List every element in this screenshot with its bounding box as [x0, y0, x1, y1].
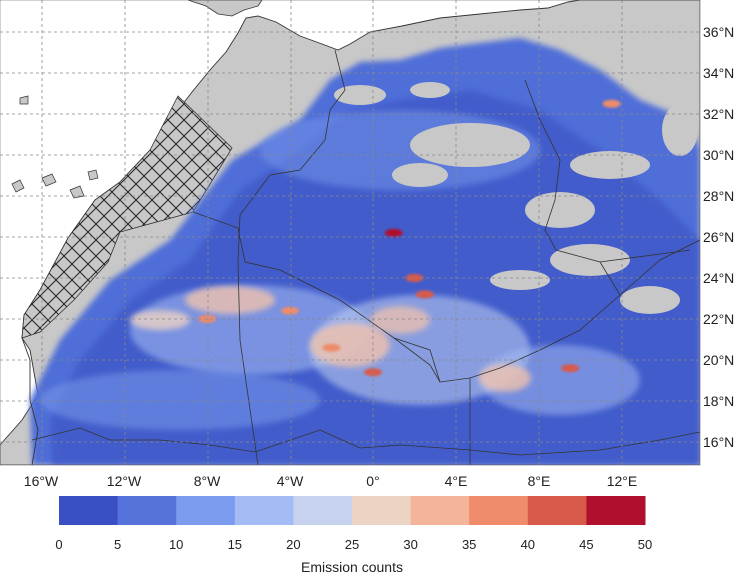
colorbar-tick: 25: [345, 537, 359, 552]
lat-label: 26°N: [703, 229, 734, 245]
lon-label: 8°E: [528, 473, 551, 489]
colorbar-tick: 15: [228, 537, 242, 552]
lon-label: 4°E: [445, 473, 468, 489]
emission-field: [30, 38, 700, 465]
coastline-sahel-south: [31, 427, 700, 456]
lat-label: 24°N: [703, 270, 734, 286]
colorbar-bin-9: [586, 496, 646, 525]
colorbar-bin-1: [117, 496, 177, 525]
longitude-labels: 16°W 12°W 8°W 4°W 0° 4°E 8°E 12°E: [24, 473, 637, 489]
lat-label: 34°N: [703, 65, 734, 81]
lat-label: 30°N: [703, 147, 734, 163]
lat-label: 20°N: [703, 352, 734, 368]
colorbar-label: Emission counts: [301, 559, 403, 575]
hotspot-0: [384, 228, 403, 237]
hotspot-3: [561, 364, 580, 373]
colorbar-tick-labels: 0 5 10 15 20 25 30 35 40 45 50: [55, 537, 652, 552]
colorbar-tick: 5: [114, 537, 121, 552]
colorbar: [59, 496, 646, 525]
hotspot-6: [281, 306, 299, 315]
lon-label: 4°W: [277, 473, 304, 489]
lon-label: 12°E: [607, 473, 638, 489]
lat-label: 22°N: [703, 311, 734, 327]
lon-label: 16°W: [24, 473, 59, 489]
colorbar-bin-5: [352, 496, 412, 525]
colorbar-bin-8: [527, 496, 587, 525]
lat-label: 28°N: [703, 188, 734, 204]
colorbar-tick: 35: [462, 537, 476, 552]
lat-label: 32°N: [703, 106, 734, 122]
colorbar-tick: 30: [403, 537, 417, 552]
colorbar-bin-3: [234, 496, 294, 525]
colorbar-tick: 40: [521, 537, 535, 552]
colorbar-bin-4: [293, 496, 353, 525]
hotspot-2: [415, 290, 434, 299]
map-frame: [0, 0, 701, 466]
canary-islands: [11, 95, 99, 199]
lon-label: 8°W: [194, 473, 221, 489]
lat-label: 16°N: [703, 434, 734, 450]
lat-label: 36°N: [703, 24, 734, 40]
colorbar-tick: 45: [579, 537, 593, 552]
colorbar-tick: 0: [55, 537, 62, 552]
colorbar-bin-0: [59, 496, 119, 525]
graticule: [0, 0, 700, 465]
colorbar-bin-7: [469, 496, 529, 525]
no-data-patches: [334, 82, 698, 314]
colorbar-tick: 50: [638, 537, 652, 552]
colorbar-bin-6: [410, 496, 470, 525]
hotspot-5: [322, 343, 341, 352]
lat-label: 18°N: [703, 393, 734, 409]
colorbar-tick: 20: [286, 537, 300, 552]
latitude-labels: 36°N 34°N 32°N 30°N 28°N 26°N 24°N 22°N 20°N 18°N…: [703, 24, 734, 450]
hotspot-8: [602, 99, 621, 108]
lon-label: 12°W: [107, 473, 142, 489]
colorbar-bin-2: [176, 496, 236, 525]
colorbar-tick: 10: [169, 537, 183, 552]
lon-label: 0°: [366, 473, 379, 489]
